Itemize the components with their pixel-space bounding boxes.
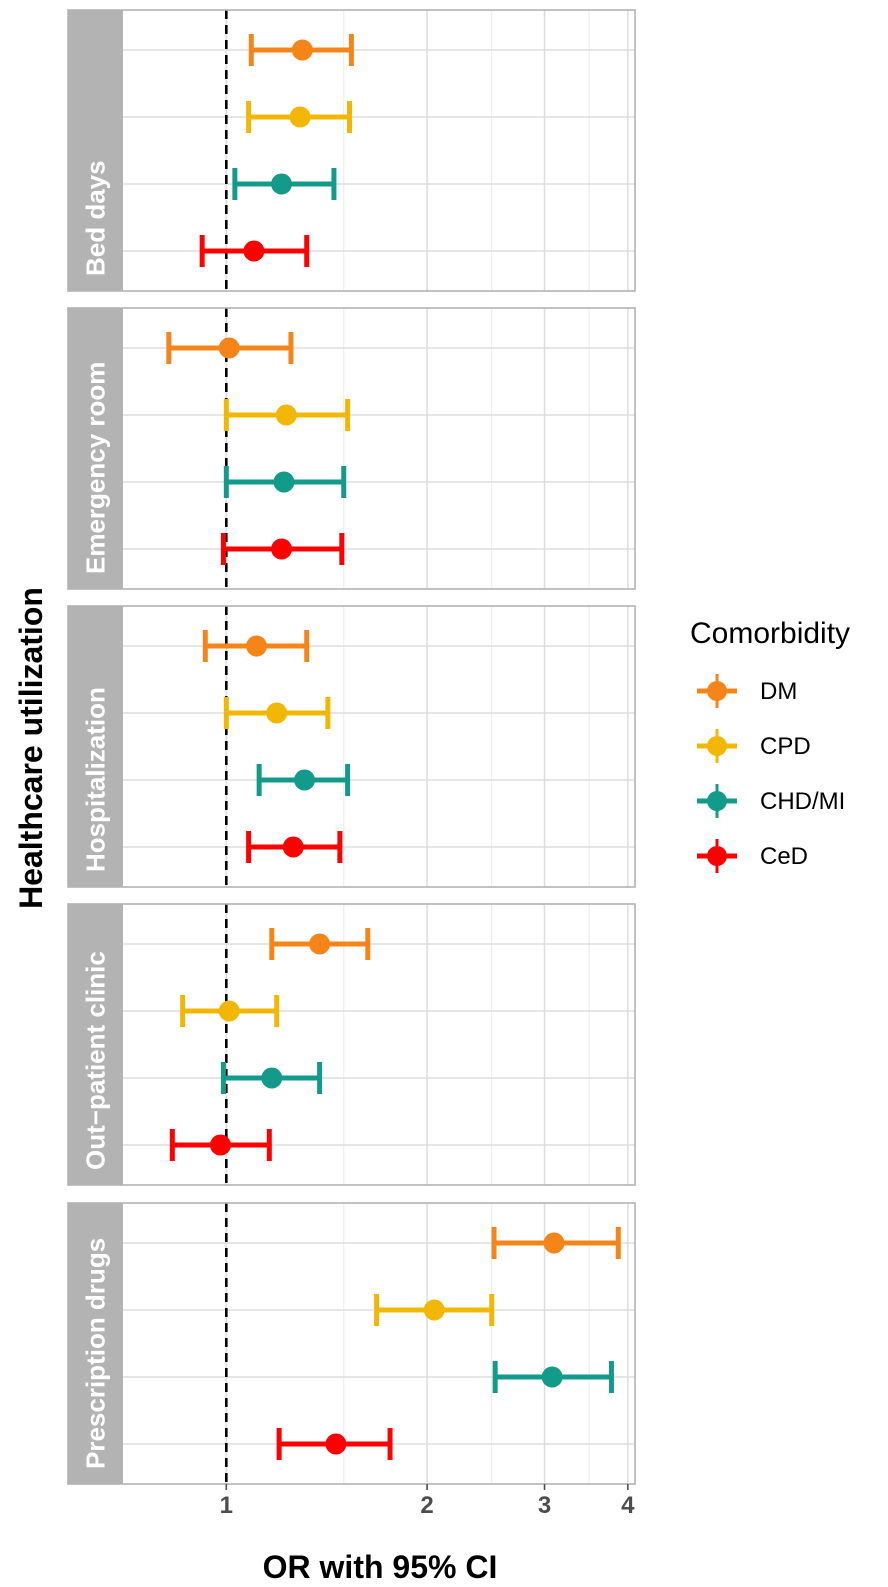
panel-background [123, 904, 635, 1185]
panel-strip [68, 606, 123, 887]
point-estimate [243, 240, 265, 262]
panel-strip-label: Bed days [81, 160, 111, 276]
x-tick-label: 4 [621, 1492, 635, 1519]
point-estimate [218, 1000, 240, 1022]
errorbar-chd-mi [220, 1062, 323, 1094]
panel-strip-label: Emergency room [81, 362, 111, 574]
point-estimate [209, 1134, 231, 1156]
panel-emergency-room: Emergency room [67, 307, 636, 590]
panel-border [67, 903, 636, 1186]
panel-bed-days: Bed days [67, 9, 636, 292]
legend-label: CeD [760, 843, 808, 870]
panel-background [123, 606, 635, 887]
point-estimate [246, 635, 268, 657]
point-estimate [325, 1433, 347, 1455]
legend-item-dm: DM [697, 674, 797, 708]
legend-label: CHD/MI [760, 788, 845, 815]
y-axis-title: Healthcare utilization [13, 587, 49, 909]
panel-strip-label: Prescription drugs [81, 1238, 111, 1469]
errorbar-chd-mi [492, 1361, 614, 1393]
point-estimate [261, 1067, 283, 1089]
x-axis-title: OR with 95% CI [263, 1549, 498, 1585]
point-estimate [543, 1232, 565, 1254]
errorbar-chd-mi [232, 168, 337, 200]
point-estimate [541, 1366, 563, 1388]
errorbar-dm [202, 630, 310, 662]
point-estimate [266, 702, 288, 724]
errorbar-ced [246, 831, 343, 863]
panel-strip [68, 10, 123, 291]
panel-out-patient-clinic: Out−patient clinic [67, 903, 636, 1186]
errorbar-cpd [223, 399, 351, 431]
panels-layer: Bed days Emergency room Hospitalization Out… [67, 9, 636, 1485]
point-estimate [273, 471, 295, 493]
errorbar-cpd [374, 1294, 495, 1326]
legend-label: DM [760, 678, 797, 705]
legend-key-point [707, 846, 727, 866]
panel-background [123, 10, 635, 291]
errorbar-ced [220, 533, 345, 565]
errorbar-chd-mi [223, 466, 347, 498]
errorbar-cpd [246, 101, 352, 133]
legend-item-ced: CeD [697, 839, 808, 873]
point-estimate [271, 173, 293, 195]
errorbar-dm [166, 332, 294, 364]
point-estimate [271, 538, 293, 560]
errorbar-ced [276, 1428, 393, 1460]
x-tick-label: 1 [220, 1492, 233, 1519]
panel-border [67, 605, 636, 888]
legend-item-cpd: CPD [697, 729, 811, 763]
panel-border [67, 307, 636, 590]
legend-key-point [707, 736, 727, 756]
point-estimate [289, 106, 311, 128]
point-estimate [282, 836, 304, 858]
errorbar-chd-mi [256, 764, 351, 796]
x-axis: 1 2 3 4 [220, 1484, 635, 1519]
panel-strip [68, 308, 123, 589]
errorbar-ced [169, 1129, 272, 1161]
errorbar-ced [199, 235, 310, 267]
errorbar-dm [269, 928, 371, 960]
panel-strip-label: Out−patient clinic [81, 951, 111, 1170]
errorbar-dm [491, 1227, 621, 1259]
legend-label: CPD [760, 733, 811, 760]
legend-key-point [707, 681, 727, 701]
point-estimate [218, 337, 240, 359]
panel-border [67, 1202, 636, 1485]
legend-key-point [707, 791, 727, 811]
panel-strip-label: Hospitalization [81, 687, 111, 872]
errorbar-cpd [223, 697, 331, 729]
point-estimate [275, 404, 297, 426]
legend-title: Comorbidity [690, 617, 850, 650]
panel-background [123, 308, 635, 589]
panel-border [67, 9, 636, 292]
errorbar-cpd [180, 995, 280, 1027]
point-estimate [294, 769, 316, 791]
point-estimate [291, 39, 313, 61]
point-estimate [423, 1299, 445, 1321]
legend: Comorbidity DM CPD CHD/MI CeD [690, 617, 850, 873]
legend-item-chd-mi: CHD/MI [697, 784, 845, 818]
panel-prescription-drugs: Prescription drugs [67, 1202, 636, 1485]
panel-hospitalization: Hospitalization [67, 605, 636, 888]
errorbar-dm [248, 34, 354, 66]
panel-strip [68, 1203, 123, 1484]
panel-strip [68, 904, 123, 1185]
x-tick-label: 2 [420, 1492, 433, 1519]
point-estimate [309, 933, 331, 955]
x-tick-label: 3 [538, 1492, 551, 1519]
